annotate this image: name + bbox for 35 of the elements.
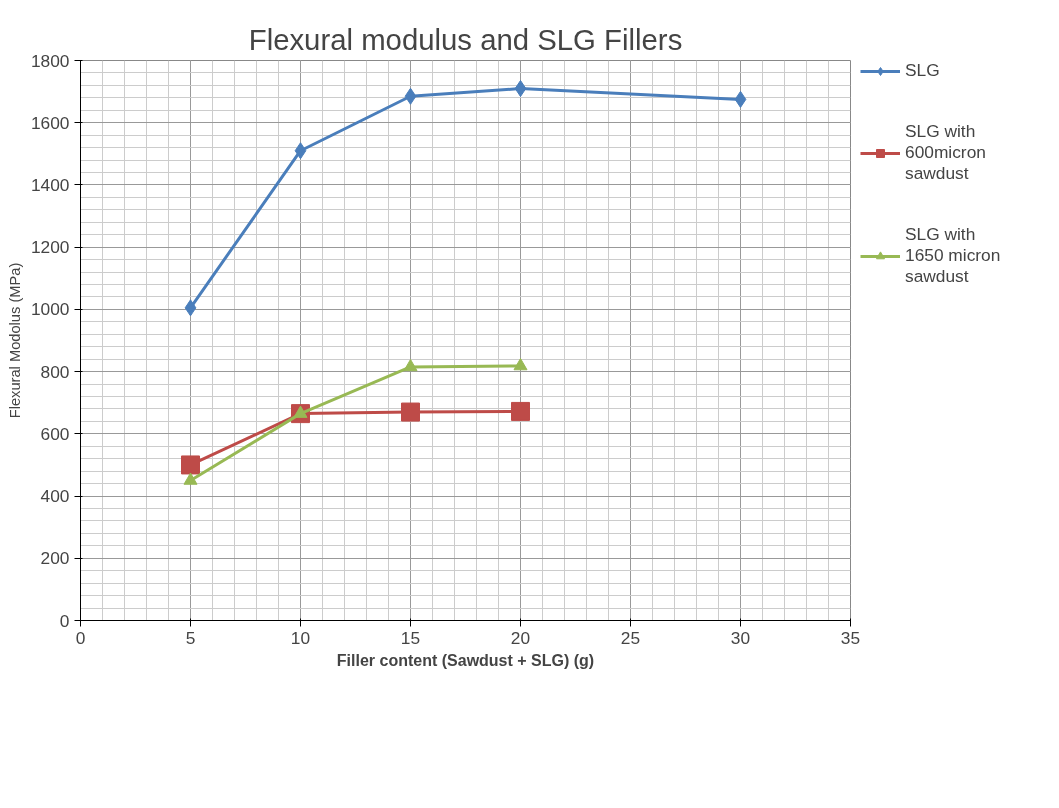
y-tick-label: 600 bbox=[40, 423, 70, 444]
x-tick-label: 10 bbox=[290, 627, 311, 648]
x-tick-label: 5 bbox=[185, 627, 196, 648]
y-tick-label: 1600 bbox=[30, 112, 70, 133]
x-axis-title: Filler content (Sawdust + SLG) (g) bbox=[336, 651, 595, 669]
y-tick-label: 1000 bbox=[30, 299, 70, 320]
point bbox=[734, 90, 747, 108]
y-tick-label: 400 bbox=[40, 486, 70, 507]
y-tick-label: 0 bbox=[59, 610, 70, 631]
x-tick-label: 25 bbox=[620, 627, 641, 648]
point bbox=[401, 402, 420, 422]
point bbox=[294, 142, 307, 160]
point bbox=[183, 472, 198, 485]
legend-label: SLG bbox=[905, 60, 940, 81]
x-tick-label: 0 bbox=[75, 627, 86, 648]
legend-label: SLG with 1650 micron sawdust bbox=[905, 224, 1001, 287]
y-tick-label: 1800 bbox=[30, 50, 70, 71]
chart-title: Flexural modulus and SLG Fillers bbox=[248, 22, 683, 56]
y-tick-label: 1400 bbox=[30, 174, 70, 195]
point bbox=[403, 358, 418, 372]
y-tick-label: 1200 bbox=[30, 237, 70, 258]
point bbox=[181, 455, 200, 475]
y-tick-label: 800 bbox=[40, 361, 70, 382]
x-tick-label: 15 bbox=[400, 627, 421, 648]
y-axis-title: Flexural Modolus (MPa) bbox=[6, 262, 23, 419]
point bbox=[513, 358, 528, 371]
point bbox=[511, 401, 530, 421]
x-tick-label: 20 bbox=[510, 627, 531, 648]
point bbox=[404, 87, 417, 105]
y-tick-label: 200 bbox=[40, 548, 70, 569]
x-tick-label: 35 bbox=[840, 627, 861, 648]
point bbox=[514, 80, 527, 97]
point bbox=[184, 299, 197, 317]
x-tick-label: 30 bbox=[730, 627, 751, 648]
legend-label: SLG with 600micron sawdust bbox=[905, 121, 986, 184]
